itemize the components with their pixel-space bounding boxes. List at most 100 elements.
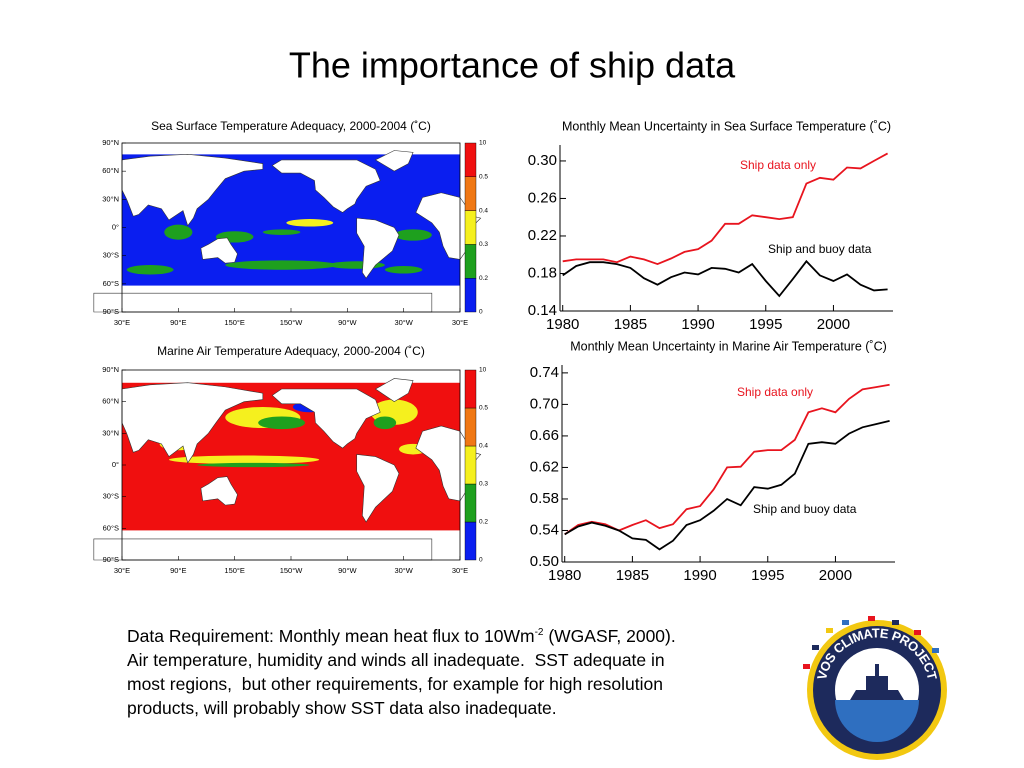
colorbar-label: 0.4	[479, 207, 488, 214]
colorbar-label: 0.2	[479, 519, 488, 526]
y-tick-label: 0.14	[528, 302, 557, 319]
land	[374, 150, 414, 172]
lat-label: 60°S	[103, 523, 119, 532]
series-label: Ship and buoy data	[768, 242, 872, 256]
flag	[892, 620, 899, 625]
x-tick-label: 1995	[751, 567, 784, 584]
adequacy-patch	[197, 462, 310, 468]
flag	[803, 664, 810, 669]
land	[374, 378, 414, 403]
x-tick-label: 1980	[546, 316, 579, 333]
map: Sea Surface Temperature Adequacy, 2000-2…	[93, 119, 488, 327]
text-line: Data Requirement: Monthly mean heat flux…	[127, 626, 535, 646]
y-tick-label: 0.66	[530, 427, 559, 444]
text-line: Air temperature, humidity and winds all …	[127, 650, 665, 670]
x-tick-label: 1995	[749, 316, 782, 333]
y-tick-label: 0.54	[530, 521, 559, 538]
colorbar-label: 0.5	[479, 405, 488, 412]
x-tick-label: 1990	[681, 316, 714, 333]
y-tick-label: 0.74	[530, 364, 559, 381]
lat-label: 90°N	[102, 365, 119, 374]
flag	[932, 648, 939, 653]
lon-label: 30°E	[452, 318, 468, 327]
lat-label: 0°	[112, 460, 119, 469]
lon-label: 90°W	[338, 318, 357, 327]
y-tick-label: 0.30	[528, 152, 557, 169]
colorbar-segment	[464, 407, 477, 447]
adequacy-patch	[168, 455, 320, 464]
colorbar-segment	[464, 521, 477, 561]
lat-label: 30°N	[102, 194, 119, 203]
adequacy-patch	[262, 229, 301, 236]
lon-label: 30°W	[394, 566, 413, 575]
y-tick-label: 0.50	[530, 553, 559, 570]
lon-label: 150°E	[224, 318, 245, 327]
adequacy-patch	[373, 416, 397, 430]
colorbar-segment	[464, 210, 477, 245]
land	[121, 153, 264, 227]
colorbar-label: 10	[479, 367, 487, 374]
flag	[826, 628, 833, 633]
series-line	[564, 420, 890, 551]
series-label: Ship data only	[737, 385, 813, 399]
colorbar-segment	[464, 445, 477, 485]
y-tick-label: 0.58	[530, 490, 559, 507]
lon-label: 90°E	[170, 566, 186, 575]
adequacy-patch	[258, 416, 306, 430]
colorbar-segment	[464, 369, 477, 409]
text-line: (WGASF, 2000).	[543, 626, 676, 646]
land	[93, 538, 433, 561]
colorbar-segment	[464, 142, 477, 177]
map-title: Marine Air Temperature Adequacy, 2000-20…	[157, 344, 425, 358]
colorbar-segment	[464, 483, 477, 523]
lat-label: 90°S	[103, 307, 119, 316]
text-line: most regions, but other requirements, fo…	[127, 674, 663, 694]
x-tick-label: 2000	[817, 316, 850, 333]
y-tick-label: 0.22	[528, 227, 557, 244]
colorbar-label: 0	[479, 309, 483, 316]
adequacy-patch	[225, 260, 338, 270]
adequacy-patch	[384, 265, 423, 274]
lon-label: 90°E	[170, 318, 186, 327]
flag	[842, 620, 849, 625]
series-line	[562, 259, 888, 298]
land	[271, 388, 381, 449]
lon-label: 150°W	[280, 566, 304, 575]
logo-water	[835, 700, 919, 742]
lat-label: 30°S	[103, 251, 119, 260]
land	[200, 237, 238, 264]
colorbar-label: 0.2	[479, 275, 488, 282]
lon-label: 30°E	[114, 566, 130, 575]
lat-label: 60°N	[102, 397, 119, 406]
flag	[812, 645, 819, 650]
land	[356, 217, 400, 279]
colorbar-label: 0.4	[479, 443, 488, 450]
land	[356, 454, 400, 523]
no-data-north	[122, 143, 460, 155]
colorbar-segment	[464, 278, 477, 313]
adequacy-patch	[126, 265, 174, 275]
lat-label: 60°S	[103, 279, 119, 288]
lon-label: 90°W	[338, 566, 357, 575]
lon-label: 150°W	[280, 318, 304, 327]
chart-title: Monthly Mean Uncertainty in Sea Surface …	[562, 119, 891, 133]
land	[121, 382, 264, 464]
superscript: -2	[534, 627, 544, 639]
lon-label: 150°E	[224, 566, 245, 575]
lon-label: 30°E	[114, 318, 130, 327]
flag	[914, 630, 921, 635]
y-tick-label: 0.18	[528, 264, 557, 281]
flag	[868, 616, 875, 621]
land	[93, 292, 433, 313]
x-tick-label: 1990	[683, 567, 716, 584]
y-tick-label: 0.26	[528, 189, 557, 206]
adequacy-patch	[164, 224, 193, 240]
colorbar-label: 0.5	[479, 174, 488, 181]
chart-title: Monthly Mean Uncertainty in Marine Air T…	[570, 339, 887, 353]
colorbar-label: 0.3	[479, 241, 488, 248]
lat-label: 30°S	[103, 492, 119, 501]
x-tick-label: 2000	[819, 567, 852, 584]
y-tick-label: 0.70	[530, 395, 559, 412]
